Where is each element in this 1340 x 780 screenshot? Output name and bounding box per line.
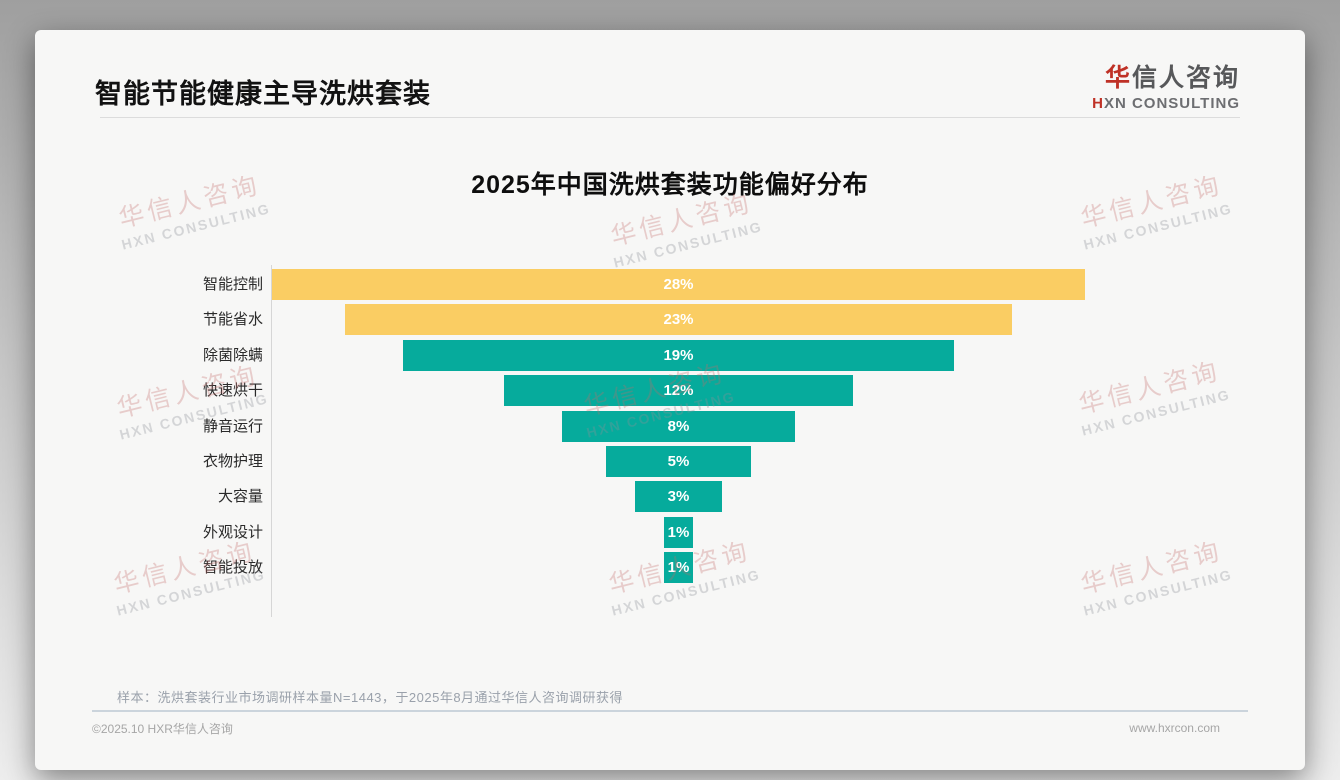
watermark-english: HXN CONSULTING (611, 218, 765, 271)
chart-title: 2025年中国洗烘套装功能偏好分布 (471, 171, 869, 199)
footer-divider (92, 710, 1248, 712)
funnel-bar-row: 19% (272, 339, 1085, 371)
logo-en-accent: H (1092, 95, 1104, 112)
bar-value-label: 1% (667, 523, 690, 541)
funnel-bar: 8% (562, 410, 795, 442)
logo-cn-accent: 华 (1104, 64, 1132, 92)
watermark-english: HXN CONSULTING (1081, 566, 1235, 619)
funnel-bar-row: 5% (272, 445, 1085, 477)
category-label: 除菌除螨 (202, 346, 263, 364)
category-label: 节能省水 (202, 311, 263, 329)
logo-en-rest: XN CONSULTING (1103, 95, 1240, 112)
category-label: 快速烘干 (202, 382, 263, 400)
bar-value-label: 5% (667, 452, 690, 470)
logo-cn-rest: 信人咨询 (1131, 64, 1240, 92)
funnel-bar: 3% (634, 481, 723, 513)
chart-axis-line (271, 265, 272, 617)
funnel-bar: 23% (344, 304, 1013, 336)
logo-english-name: HXN CONSULTING (1092, 95, 1240, 112)
logo-chinese-name: 华信人咨询 (1092, 58, 1240, 94)
sample-note: 样本：洗烘套装行业市场调研样本量N=1443，于2025年8月通过华信人咨询调研… (117, 690, 624, 705)
funnel-bar-row: 12% (272, 375, 1085, 407)
category-label: 静音运行 (202, 417, 263, 435)
footer-copyright: ©2025.10 HXR华信人咨询 (92, 722, 233, 736)
watermark-english: HXN CONSULTING (1079, 386, 1233, 439)
funnel-bar-row: 23% (272, 304, 1085, 336)
bar-value-label: 19% (663, 346, 694, 364)
category-label: 大容量 (217, 488, 263, 506)
footer-website: www.hxrcon.com (1129, 721, 1220, 735)
funnel-bar: 12% (504, 375, 853, 407)
bar-value-label: 12% (663, 382, 694, 400)
chart-bars: 28% 23% 19% 12% 8% 5% 3% 1% 1% (272, 269, 1085, 588)
funnel-bar-row: 8% (272, 410, 1085, 442)
page-title: 智能节能健康主导洗烘套装 (95, 79, 431, 109)
bar-value-label: 23% (663, 311, 694, 329)
funnel-bar-row: 1% (272, 516, 1085, 548)
category-label: 智能投放 (202, 559, 263, 577)
brand-watermark: 华信人咨询 HXN CONSULTING (1071, 350, 1233, 439)
watermark-chinese: 华信人咨询 (1076, 357, 1224, 420)
watermark-english: HXN CONSULTING (119, 200, 273, 253)
watermark-chinese: 华信人咨询 (1078, 537, 1226, 600)
chart-category-labels: 智能控制节能省水除菌除螨快速烘干静音运行衣物护理大容量外观设计智能投放 (35, 269, 263, 588)
funnel-bar: 28% (272, 269, 1085, 300)
bar-value-label: 28% (663, 276, 694, 293)
bar-value-label: 3% (667, 488, 690, 506)
funnel-bar: 1% (663, 516, 694, 548)
category-label: 衣物护理 (202, 452, 263, 470)
funnel-bar: 1% (663, 552, 694, 584)
header-divider (100, 117, 1240, 118)
category-label: 智能控制 (202, 276, 263, 293)
funnel-bar: 5% (605, 445, 752, 477)
funnel-bar-row: 28% (272, 269, 1085, 300)
funnel-bar: 19% (402, 339, 955, 371)
funnel-bar-row: 1% (272, 552, 1085, 584)
company-logo: 华信人咨询 HXN CONSULTING (1092, 58, 1240, 112)
brand-watermark: 华信人咨询 HXN CONSULTING (1073, 530, 1235, 619)
category-label: 外观设计 (202, 523, 263, 541)
bar-value-label: 8% (667, 417, 690, 435)
watermark-english: HXN CONSULTING (1081, 200, 1235, 253)
bar-value-label: 1% (667, 559, 690, 577)
funnel-bar-row: 3% (272, 481, 1085, 513)
report-card: 智能节能健康主导洗烘套装 华信人咨询 HXN CONSULTING 2025年中… (35, 30, 1305, 770)
